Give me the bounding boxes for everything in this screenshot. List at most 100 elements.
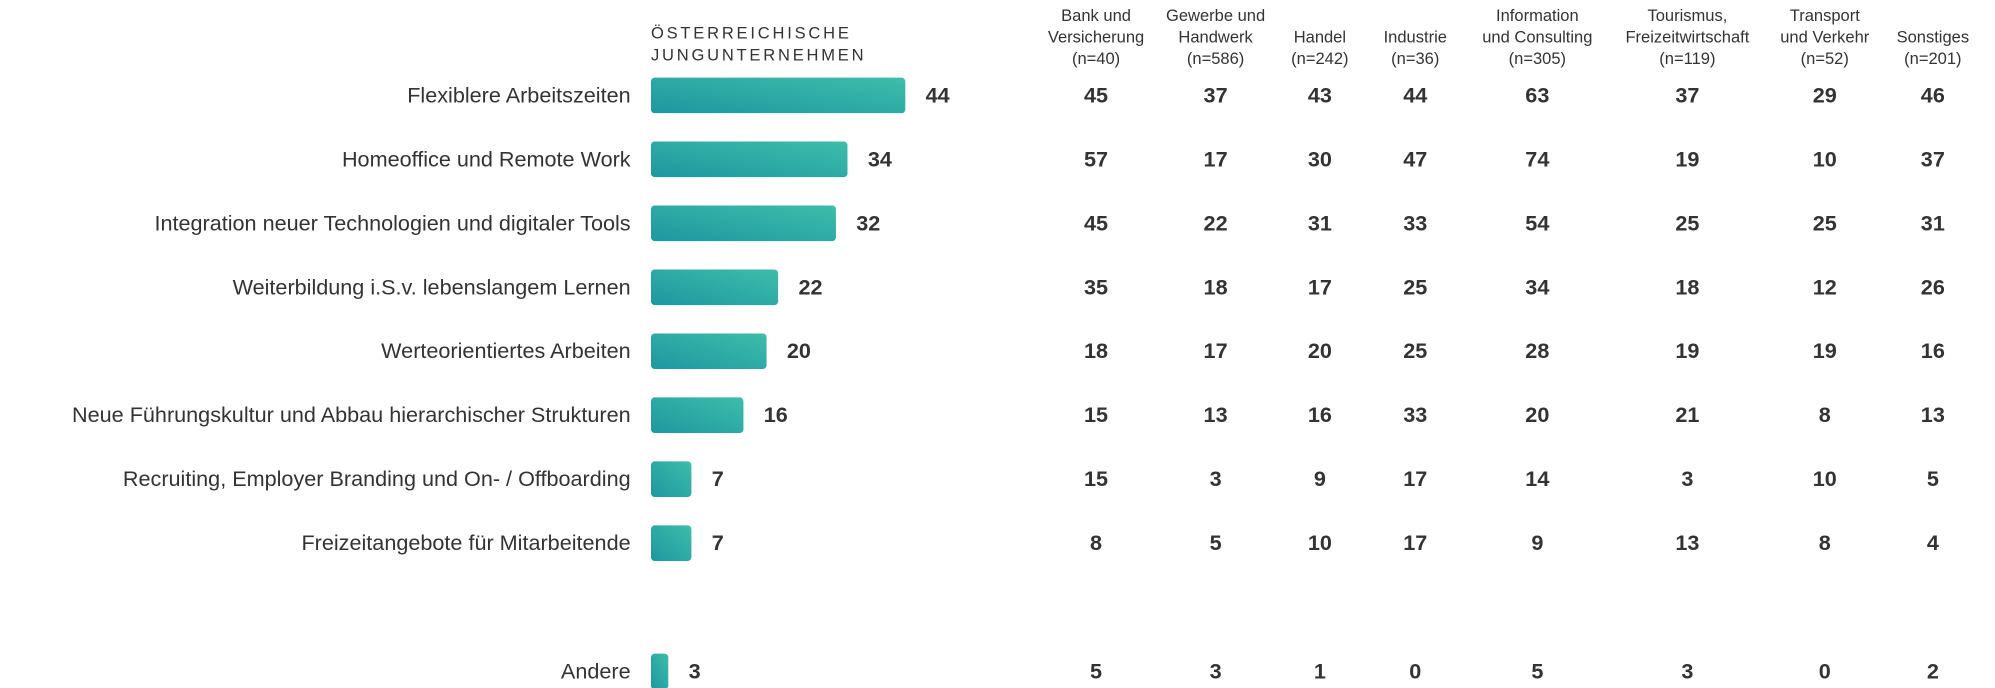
table-cell: 12	[1813, 274, 1837, 299]
table-cell: 8	[1090, 530, 1102, 555]
table-cell: 13	[1204, 402, 1228, 427]
table-cell: 2	[1927, 658, 1939, 683]
category-label: Recruiting, Employer Branding und On- / …	[123, 466, 631, 491]
table-cell: 1	[1314, 658, 1326, 683]
bar	[650, 397, 744, 434]
category-label: Weiterbildung i.S.v. lebenslangem Lernen	[233, 274, 631, 299]
value-label: 7	[712, 466, 724, 491]
column-n: (n=305)	[1509, 49, 1566, 68]
value-label: 44	[926, 82, 950, 107]
table-cell: 15	[1084, 466, 1108, 491]
table-cell: 29	[1813, 82, 1837, 107]
column-header: und Verkehr	[1780, 28, 1870, 47]
column-n: (n=201)	[1904, 49, 1961, 68]
category-label: Flexiblere Arbeitszeiten	[407, 82, 630, 107]
table-cell: 37	[1921, 146, 1945, 171]
column-header: Handwerk	[1178, 28, 1253, 47]
table-cell: 45	[1084, 210, 1108, 235]
table-cell: 5	[1531, 658, 1543, 683]
table-cell: 74	[1525, 146, 1549, 171]
table-cell: 30	[1308, 146, 1332, 171]
table-cell: 0	[1819, 658, 1831, 683]
table-cell: 37	[1204, 82, 1228, 107]
bar	[650, 269, 779, 306]
table-cell: 37	[1675, 82, 1699, 107]
table-cell: 54	[1525, 210, 1549, 235]
value-label: 3	[689, 658, 701, 683]
table-cell: 5	[1927, 466, 1939, 491]
category-label: Homeoffice und Remote Work	[342, 146, 631, 171]
chart-title: ÖSTERREICHISCHE	[651, 24, 852, 43]
table-cell: 57	[1084, 146, 1108, 171]
table-cell: 19	[1813, 338, 1837, 363]
table-cell: 15	[1084, 402, 1108, 427]
column-header: und Consulting	[1482, 28, 1592, 47]
table-cell: 18	[1084, 338, 1108, 363]
table-cell: 17	[1204, 338, 1228, 363]
column-n: (n=586)	[1187, 49, 1244, 68]
column-header: Freizeitwirtschaft	[1625, 28, 1749, 47]
column-header: Bank und	[1061, 6, 1131, 25]
table-cell: 14	[1525, 466, 1549, 491]
table-cell: 19	[1675, 338, 1699, 363]
table-cell: 35	[1084, 274, 1108, 299]
table-cell: 34	[1525, 274, 1549, 299]
bar	[650, 653, 669, 688]
category-label: Werteorientiertes Arbeiten	[381, 338, 630, 363]
table-cell: 3	[1210, 466, 1222, 491]
column-header: Tourismus,	[1647, 6, 1727, 25]
table-cell: 16	[1308, 402, 1332, 427]
table-cell: 33	[1403, 402, 1427, 427]
column-header: Sonstiges	[1897, 28, 1970, 47]
table-cell: 47	[1403, 146, 1427, 171]
column-n: (n=40)	[1072, 49, 1120, 68]
table-cell: 9	[1314, 466, 1326, 491]
table-cell: 17	[1403, 530, 1427, 555]
table-cell: 13	[1921, 402, 1945, 427]
table-cell: 17	[1308, 274, 1332, 299]
table-cell: 5	[1210, 530, 1222, 555]
bar	[650, 333, 767, 370]
table-cell: 25	[1675, 210, 1699, 235]
table-cell: 10	[1813, 466, 1837, 491]
table-cell: 25	[1403, 338, 1427, 363]
table-cell: 45	[1084, 82, 1108, 107]
column-header: Versicherung	[1048, 28, 1144, 47]
value-label: 7	[712, 530, 724, 555]
table-cell: 44	[1403, 82, 1427, 107]
bar	[650, 141, 848, 178]
table-cell: 9	[1531, 530, 1543, 555]
table-cell: 28	[1525, 338, 1549, 363]
column-n: (n=242)	[1291, 49, 1348, 68]
value-label: 20	[787, 338, 811, 363]
table-cell: 63	[1525, 82, 1549, 107]
table-cell: 4	[1927, 530, 1939, 555]
category-label: Integration neuer Technologien und digit…	[154, 210, 630, 235]
value-label: 16	[764, 402, 788, 427]
bar	[650, 461, 692, 497]
category-label: Andere	[561, 658, 631, 683]
column-n: (n=119)	[1659, 49, 1715, 68]
table-cell: 33	[1403, 210, 1427, 235]
table-cell: 26	[1921, 274, 1945, 299]
table-cell: 8	[1819, 402, 1831, 427]
bar	[650, 205, 836, 242]
table-cell: 18	[1204, 274, 1228, 299]
table-cell: 3	[1681, 466, 1693, 491]
value-label: 34	[868, 146, 892, 171]
table-cell: 25	[1403, 274, 1427, 299]
bar	[650, 77, 906, 114]
table-cell: 10	[1813, 146, 1837, 171]
table-cell: 20	[1308, 338, 1332, 363]
column-header: Gewerbe und	[1166, 6, 1265, 25]
category-label: Freizeitangebote für Mitarbeitende	[301, 530, 630, 555]
table-cell: 31	[1921, 210, 1945, 235]
table-cell: 22	[1204, 210, 1228, 235]
table-cell: 19	[1675, 146, 1699, 171]
column-header: Transport	[1790, 6, 1860, 25]
bar	[650, 525, 692, 561]
table-cell: 31	[1308, 210, 1332, 235]
column-n: (n=52)	[1801, 49, 1849, 68]
table-cell: 5	[1090, 658, 1102, 683]
